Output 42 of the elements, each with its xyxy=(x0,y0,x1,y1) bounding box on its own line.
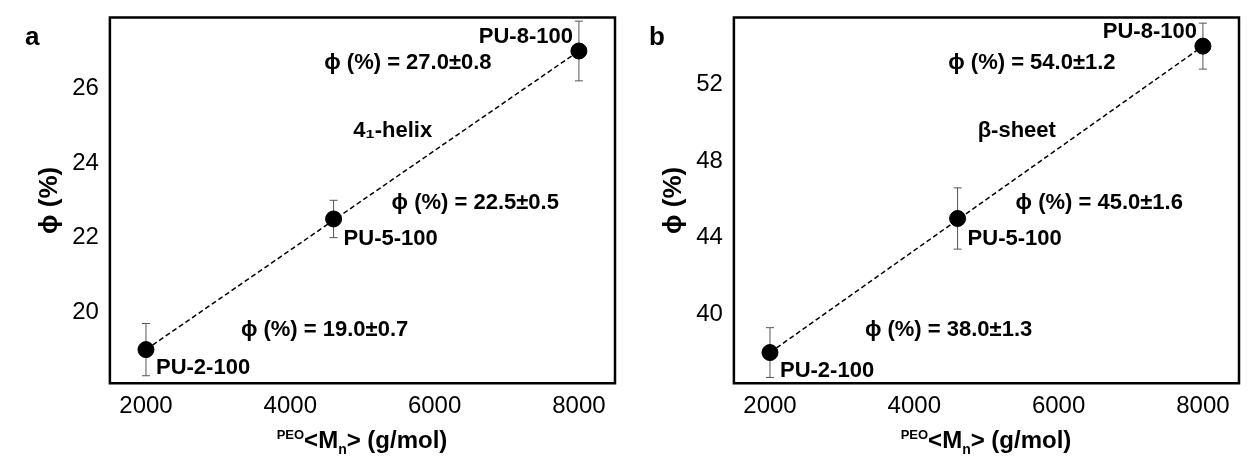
y-tick-label: 44 xyxy=(696,222,723,250)
x-tick-label: 8000 xyxy=(552,391,606,419)
point xyxy=(325,210,343,228)
annotation: PU-5-100 xyxy=(967,224,1062,250)
annotation: ϕ (%) = 54.0±1.2 xyxy=(948,49,1116,75)
y-tick-label: 24 xyxy=(72,147,99,175)
x-axis-title: $^{PEO}$<M$_{n}$> (g/mol) xyxy=(275,426,449,457)
annotation: PU-8-100 xyxy=(478,23,573,49)
y-axis-title: ϕ (%) xyxy=(656,166,687,234)
point xyxy=(949,209,967,227)
annotation: ϕ (%) = 19.0±0.7 xyxy=(240,316,409,342)
annotation: ϕ (%) = 38.0±1.3 xyxy=(864,316,1033,342)
y-tick-label: 48 xyxy=(696,145,723,173)
point xyxy=(137,341,155,359)
y-axis-title: ϕ (%) xyxy=(32,166,63,234)
x-tick-label: 4000 xyxy=(263,391,317,419)
y-tick-label: 52 xyxy=(696,69,723,97)
annotation: ϕ (%) = 22.5±0.5 xyxy=(391,189,559,215)
point xyxy=(761,344,779,362)
x-tick-label: 2000 xyxy=(743,391,797,419)
x-tick-label: 6000 xyxy=(407,391,462,419)
y-tick-label: 20 xyxy=(72,296,99,324)
x-tick-label: 4000 xyxy=(887,391,941,419)
y-tick-label: 26 xyxy=(72,72,99,100)
y-tick-label: 40 xyxy=(696,298,723,326)
y-tick-label: 22 xyxy=(72,222,99,250)
x-tick-label: 2000 xyxy=(119,391,173,419)
x-tick-label: 8000 xyxy=(1176,391,1230,419)
annotation: PU-2-100 xyxy=(155,353,251,379)
annotation: PU-2-100 xyxy=(779,356,875,382)
x-tick-label: 6000 xyxy=(1031,391,1086,419)
chart-title: b xyxy=(648,20,665,51)
annotation: β-sheet xyxy=(977,116,1057,142)
point xyxy=(570,42,588,60)
annotation: ϕ (%) = 27.0±0.8 xyxy=(324,49,492,75)
point xyxy=(1194,37,1212,55)
annotation: 4₁-helix xyxy=(353,116,433,142)
annotation: PU-5-100 xyxy=(343,225,438,251)
annotation: PU-8-100 xyxy=(1102,18,1197,44)
chart-title: a xyxy=(24,20,40,51)
x-axis-title: $^{PEO}$<M$_{n}$> (g/mol) xyxy=(899,426,1073,457)
annotation: ϕ (%) = 45.0±1.6 xyxy=(1015,188,1183,214)
